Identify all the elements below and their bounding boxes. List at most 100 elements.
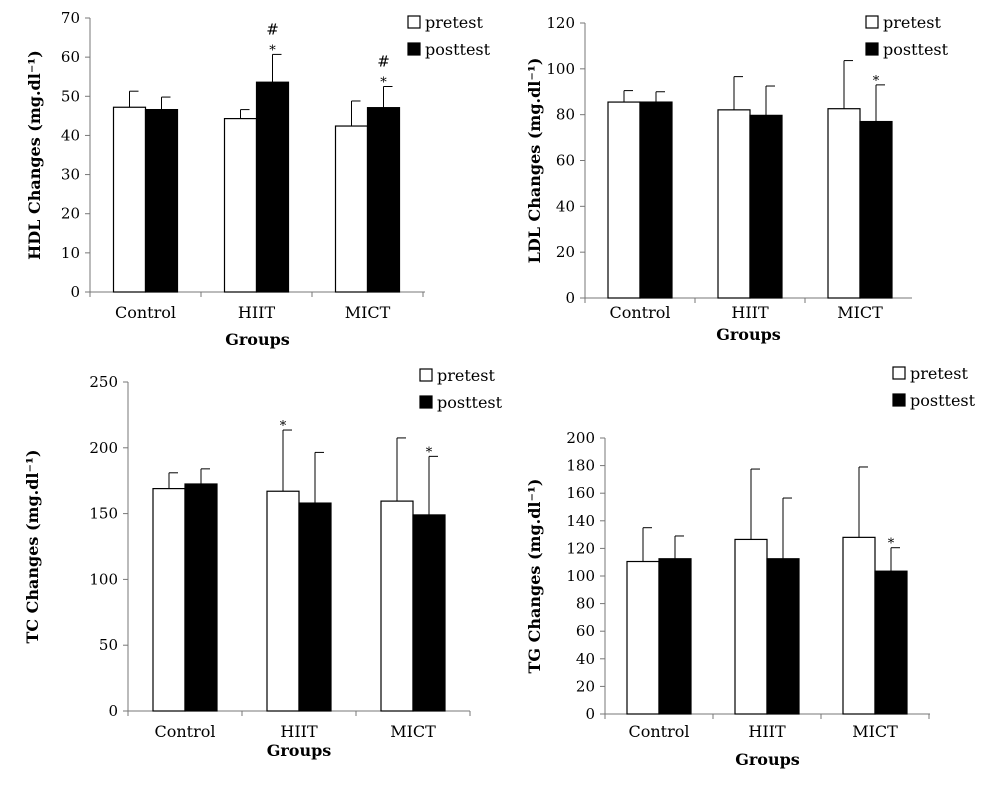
- bar-posttest-control: [639, 101, 673, 299]
- category-label-hiit: HIIT: [731, 303, 769, 322]
- y-axis-title: TG Changes (mg.dl⁻¹): [525, 479, 544, 674]
- category-label-control: Control: [609, 303, 670, 322]
- bar-posttest-hiit: [255, 81, 290, 293]
- y-axis-title: LDL Changes (mg.dl⁻¹): [525, 58, 544, 264]
- y-tick-label: 100: [566, 567, 595, 585]
- y-tick-label: 200: [89, 439, 118, 457]
- bar-posttest-mict: [874, 570, 908, 715]
- y-tick-label: 70: [61, 9, 80, 27]
- category-label-control: Control: [628, 722, 689, 741]
- legend: pretest posttest: [407, 13, 491, 59]
- y-tick-label: 40: [576, 650, 595, 668]
- significance-asterisk: *: [269, 43, 276, 58]
- bar-pretest-hiit: [266, 490, 300, 712]
- significance-asterisk: *: [280, 419, 287, 434]
- bar-posttest-mict: [412, 514, 446, 712]
- y-tick-label: 0: [585, 705, 595, 723]
- category-label-mict: MICT: [837, 303, 883, 322]
- legend: pretest posttest: [892, 364, 976, 410]
- y-tick-label: 20: [556, 243, 575, 261]
- y-tick-label: 120: [566, 539, 595, 557]
- category-label-control: Control: [115, 303, 176, 322]
- y-tick-label: 20: [61, 205, 80, 223]
- category-label-mict: MICT: [345, 303, 391, 322]
- bar-posttest-mict: [366, 107, 401, 293]
- y-tick-label: 80: [576, 595, 595, 613]
- legend-label-pretest: pretest: [883, 13, 941, 32]
- bar-pretest-hiit: [717, 109, 751, 299]
- bar-pretest-mict: [334, 125, 369, 293]
- y-tick-label: 0: [70, 283, 80, 301]
- chart-panel-2: 0 20 40 60 80 100 120 Control HIIT * MICT Groups LDL…: [525, 13, 949, 344]
- category-label-hiit: HIIT: [280, 722, 318, 741]
- significance-asterisk: *: [426, 445, 433, 460]
- significance-hash: #: [377, 53, 390, 71]
- bar-posttest-hiit: [298, 502, 332, 712]
- y-tick-label: 140: [566, 512, 595, 530]
- category-label-mict: MICT: [390, 722, 436, 741]
- x-axis-title: Groups: [735, 750, 800, 769]
- bar-posttest-hiit: [766, 558, 800, 715]
- category-label-mict: MICT: [852, 722, 898, 741]
- legend: pretest posttest: [865, 13, 949, 59]
- bar-posttest-control: [144, 108, 179, 293]
- y-tick-label: 160: [566, 484, 595, 502]
- bar-pretest-control: [607, 101, 641, 299]
- legend-swatch-pretest: [407, 15, 421, 29]
- legend-label-posttest: posttest: [437, 393, 503, 412]
- legend-swatch-pretest: [419, 368, 433, 382]
- x-axis-title: Groups: [225, 330, 290, 349]
- x-axis-title: Groups: [716, 325, 781, 344]
- y-tick-label: 40: [61, 126, 80, 144]
- y-tick-label: 60: [61, 48, 80, 66]
- y-tick-label: 120: [546, 14, 575, 32]
- y-tick-label: 20: [576, 677, 595, 695]
- y-tick-label: 80: [556, 106, 575, 124]
- category-label-control: Control: [154, 722, 215, 741]
- bar-posttest-mict: [859, 120, 893, 299]
- y-tick-label: 10: [61, 244, 80, 262]
- bar-posttest-control: [184, 483, 218, 712]
- chart-panel-3: 0 50 100 150 200 250 Control * HIIT * MICT Groups TC…: [23, 366, 503, 760]
- significance-hash: #: [266, 20, 279, 38]
- y-tick-label: 100: [89, 570, 118, 588]
- y-tick-label: 30: [61, 166, 80, 184]
- bar-pretest-mict: [380, 500, 414, 712]
- chart-panel-4: 0 20 40 60 80 100 120 140 160 180 200 Control HIIT * M…: [525, 364, 976, 769]
- x-axis-title: Groups: [267, 741, 332, 760]
- y-tick-label: 60: [576, 622, 595, 640]
- category-label-hiit: HIIT: [238, 303, 276, 322]
- bar-pretest-mict: [827, 108, 861, 299]
- bar-pretest-hiit: [734, 538, 768, 715]
- y-axis-title: TC Changes (mg.dl⁻¹): [23, 449, 42, 643]
- bar-pretest-control: [626, 560, 660, 715]
- legend-swatch-posttest: [407, 42, 421, 56]
- y-tick-label: 100: [546, 60, 575, 78]
- bar-pretest-control: [112, 106, 147, 293]
- category-label-hiit: HIIT: [748, 722, 786, 741]
- y-tick-label: 50: [61, 87, 80, 105]
- legend-swatch-posttest: [419, 395, 433, 409]
- bar-posttest-control: [658, 558, 692, 715]
- y-tick-label: 150: [89, 505, 118, 523]
- bar-posttest-hiit: [749, 114, 783, 299]
- y-axis-title: HDL Changes (mg.dl⁻¹): [25, 50, 44, 260]
- significance-asterisk: *: [380, 76, 387, 91]
- legend-label-pretest: pretest: [425, 13, 483, 32]
- legend-label-posttest: posttest: [883, 40, 949, 59]
- y-tick-label: 50: [99, 636, 118, 654]
- y-tick-label: 60: [556, 152, 575, 170]
- legend-label-posttest: posttest: [425, 40, 491, 59]
- chart-panel-1: 0 10 20 30 40 50 60 70 Control * # HIIT * # MICT Groups…: [25, 9, 491, 349]
- legend-swatch-pretest: [892, 366, 906, 380]
- significance-asterisk: *: [888, 537, 895, 552]
- significance-asterisk: *: [873, 74, 880, 89]
- y-tick-label: 40: [556, 197, 575, 215]
- legend-swatch-pretest: [865, 15, 879, 29]
- legend-label-pretest: pretest: [437, 366, 495, 385]
- legend-swatch-posttest: [892, 393, 906, 407]
- y-tick-label: 200: [566, 429, 595, 447]
- y-tick-label: 180: [566, 457, 595, 475]
- bar-pretest-control: [152, 487, 186, 712]
